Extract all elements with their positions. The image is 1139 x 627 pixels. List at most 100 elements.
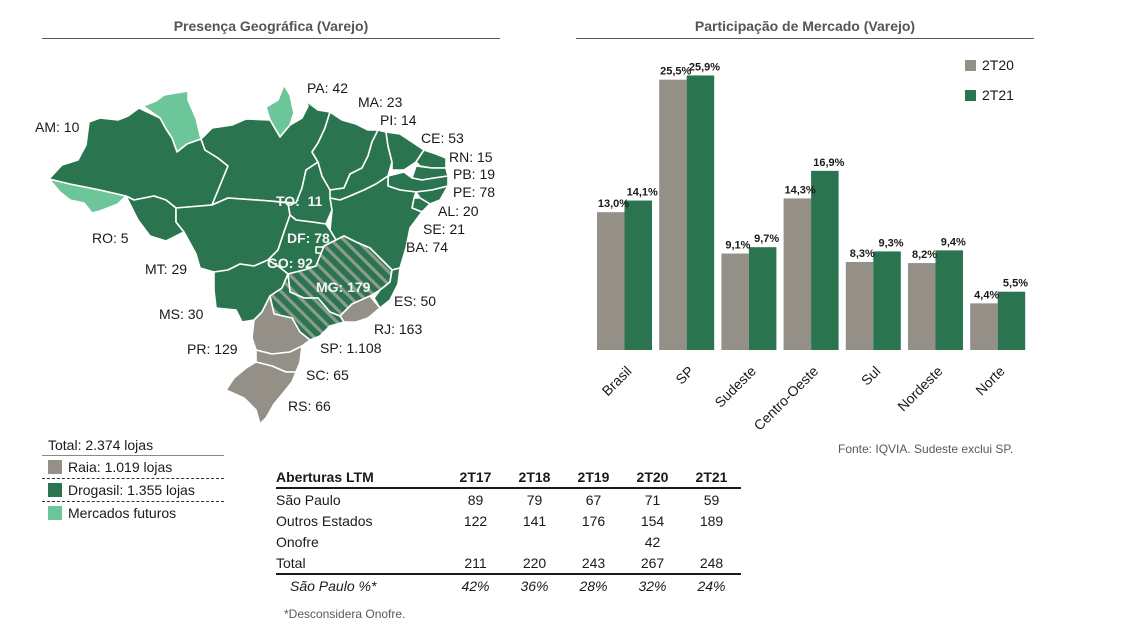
table-cell: 248 bbox=[682, 552, 741, 575]
map-label-es: ES: 50 bbox=[394, 293, 437, 309]
bar-2t20-brasil bbox=[597, 212, 625, 350]
legend-label-mercados-futuros: Mercados futuros bbox=[68, 505, 177, 521]
data-label-2t20-brasil: 13,0% bbox=[598, 198, 629, 210]
category-label-brasil: Brasil bbox=[599, 363, 635, 399]
map-label-pe: PE: 78 bbox=[453, 184, 496, 200]
bar-2t20-nordeste bbox=[908, 263, 936, 350]
map-label-df: DF: 78 bbox=[287, 230, 330, 246]
data-label-2t20-centro-oeste: 14,3% bbox=[784, 184, 815, 196]
bar-2t21-centro-oeste bbox=[811, 170, 839, 350]
row-label: Outros Estados bbox=[276, 512, 373, 529]
map-label-rs: RS: 66 bbox=[288, 398, 331, 414]
map-label-mg: MG: 179 bbox=[316, 279, 371, 295]
category-label-sudeste: Sudeste bbox=[711, 363, 759, 411]
map-label-mt: MT: 29 bbox=[145, 261, 188, 277]
map-label-se: SE: 21 bbox=[423, 221, 466, 237]
legend-item-mercados-futuros: Mercados futuros bbox=[42, 502, 224, 524]
table-header-2t18: 2T18 bbox=[505, 467, 564, 489]
table-cell: 122 bbox=[463, 512, 488, 529]
legend-label-raia: Raia: 1.019 lojas bbox=[68, 459, 173, 475]
map-label-to: TO: 11 bbox=[276, 193, 323, 209]
map-legend: Total: 2.374 lojas Raia: 1.019 lojas Dro… bbox=[42, 436, 224, 524]
bar-2t21-sul bbox=[873, 251, 901, 350]
table-cell: 176 bbox=[581, 512, 606, 529]
legend-swatch-mercados-futuros bbox=[48, 506, 62, 520]
bar-2t21-sp bbox=[686, 75, 715, 351]
bar-2t20-sul bbox=[845, 262, 874, 350]
map-section-title: Presença Geográfica (Varejo) bbox=[173, 18, 369, 34]
chart-legend-label-2t20: 2T20 bbox=[982, 57, 1014, 73]
bar-2t21-nordeste bbox=[935, 250, 963, 350]
bar-2t21-norte bbox=[997, 291, 1026, 350]
data-label-2t20-nordeste: 8,2% bbox=[912, 249, 937, 261]
table-cell: 28% bbox=[579, 577, 608, 594]
table-cell: 141 bbox=[522, 512, 547, 529]
table-cell bbox=[446, 531, 505, 552]
map-label-rj: RJ: 163 bbox=[374, 321, 423, 337]
category-label-sul: Sul bbox=[858, 363, 884, 389]
state-ce bbox=[385, 131, 425, 171]
map-label-am: AM: 10 bbox=[35, 119, 80, 135]
table-row-sao-paulo-pct: São Paulo %* 42% 36% 28% 32% 24% bbox=[276, 574, 741, 596]
table-cell: 243 bbox=[564, 552, 623, 575]
data-label-2t21-norte: 5,5% bbox=[1003, 278, 1028, 290]
category-label-centro-oeste: Centro-Oeste bbox=[750, 363, 821, 434]
table-row: Onofre 42 bbox=[276, 531, 741, 552]
table-cell: 211 bbox=[446, 552, 505, 575]
data-label-2t20-sudeste: 9,1% bbox=[725, 240, 750, 252]
legend-item-drogasil: Drogasil: 1.355 lojas bbox=[42, 479, 224, 502]
bar-2t21-sudeste bbox=[748, 247, 777, 350]
table-cell: 24% bbox=[697, 577, 726, 594]
table-footnote: *Desconsidera Onofre. bbox=[284, 607, 406, 621]
data-label-2t21-brasil: 14,1% bbox=[627, 187, 658, 199]
legend-label-drogasil: Drogasil: 1.355 lojas bbox=[68, 482, 195, 498]
row-label: São Paulo bbox=[276, 491, 341, 508]
data-label-2t20-norte: 4,4% bbox=[974, 289, 999, 301]
table-header-aberturas: Aberturas LTM bbox=[276, 467, 446, 489]
brazil-map bbox=[48, 84, 449, 425]
map-label-sc: SC: 65 bbox=[306, 367, 349, 383]
chart-legend-swatch-2t21 bbox=[965, 89, 976, 101]
table-cell: 154 bbox=[640, 512, 665, 529]
data-label-2t21-centro-oeste: 16,9% bbox=[813, 157, 844, 169]
table-cell: 59 bbox=[703, 491, 720, 508]
row-label: Onofre bbox=[276, 533, 319, 550]
map-label-ro: RO: 5 bbox=[92, 230, 129, 246]
table-cell: 42 bbox=[644, 533, 661, 550]
data-label-2t21-sul: 9,3% bbox=[879, 237, 904, 249]
chart-legend-swatch-2t20 bbox=[965, 59, 976, 71]
data-label-2t21-nordeste: 9,4% bbox=[941, 236, 966, 248]
table-header-2t17: 2T17 bbox=[446, 467, 505, 489]
map-label-ms: MS: 30 bbox=[159, 306, 204, 322]
row-label: Total bbox=[276, 552, 446, 575]
market-share-chart: 13,0%14,1% 25,5%25,9% 9,1% 9,7% 14,3% 16,9% 8,… bbox=[597, 61, 1028, 434]
map-label-ba: BA: 74 bbox=[406, 239, 449, 255]
map-title-rule bbox=[42, 38, 500, 39]
table-cell: 67 bbox=[585, 491, 602, 508]
map-label-pa: PA: 42 bbox=[307, 80, 348, 96]
aberturas-table: Aberturas LTM 2T17 2T18 2T19 2T20 2T21 S… bbox=[276, 467, 741, 596]
state-rs bbox=[225, 361, 297, 425]
legend-swatch-raia bbox=[48, 460, 62, 474]
table-cell: 42% bbox=[461, 577, 490, 594]
table-row: São Paulo 89 79 67 71 59 bbox=[276, 488, 741, 510]
chart-legend-item-2t21: 2T21 bbox=[965, 80, 1014, 110]
category-label-nordeste: Nordeste bbox=[894, 363, 946, 415]
map-label-go: GO: 92 bbox=[267, 255, 313, 271]
table-cell: 79 bbox=[526, 491, 543, 508]
legend-total: Total: 2.374 lojas bbox=[42, 436, 224, 456]
table-cell: 36% bbox=[520, 577, 549, 594]
bar-2t20-centro-oeste bbox=[783, 198, 812, 350]
data-label-2t20-sul: 8,3% bbox=[850, 248, 875, 260]
category-label-sp: SP bbox=[672, 363, 697, 388]
chart-title: Participação de Mercado (Varejo) bbox=[694, 18, 916, 34]
map-label-rn: RN: 15 bbox=[449, 149, 493, 165]
table-cell: 267 bbox=[623, 552, 682, 575]
chart-title-rule bbox=[576, 38, 1034, 39]
table-header-row: Aberturas LTM 2T17 2T18 2T19 2T20 2T21 bbox=[276, 467, 741, 489]
table-cell bbox=[505, 531, 564, 552]
table-cell: 89 bbox=[467, 491, 484, 508]
chart-legend: 2T20 2T21 bbox=[965, 50, 1014, 110]
map-label-ma: MA: 23 bbox=[358, 94, 403, 110]
chart-legend-item-2t20: 2T20 bbox=[965, 50, 1014, 80]
